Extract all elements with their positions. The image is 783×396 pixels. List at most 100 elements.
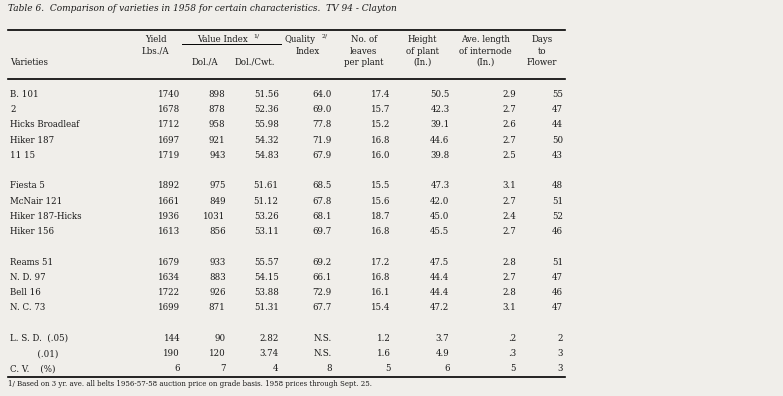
Text: B. 101: B. 101 — [10, 90, 39, 99]
Text: 1722: 1722 — [158, 288, 180, 297]
Text: 898: 898 — [209, 90, 226, 99]
Text: Days: Days — [531, 35, 553, 44]
Text: 3.74: 3.74 — [260, 349, 279, 358]
Text: N. C. 73: N. C. 73 — [10, 303, 45, 312]
Text: 44: 44 — [552, 120, 563, 129]
Text: 883: 883 — [209, 273, 226, 282]
Text: 15.5: 15.5 — [371, 181, 391, 190]
Text: 2.7: 2.7 — [502, 227, 516, 236]
Text: 1719: 1719 — [158, 151, 180, 160]
Text: 5: 5 — [385, 364, 391, 373]
Text: 51.56: 51.56 — [254, 90, 279, 99]
Text: 1678: 1678 — [158, 105, 180, 114]
Text: Table 6.  Comparison of varieties in 1958 for certain characteristics.  TV 94 - : Table 6. Comparison of varieties in 1958… — [8, 4, 396, 13]
Text: .2: .2 — [507, 334, 516, 343]
Text: 48: 48 — [552, 181, 563, 190]
Text: 77.8: 77.8 — [312, 120, 332, 129]
Text: 11 15: 11 15 — [10, 151, 35, 160]
Text: 7: 7 — [220, 364, 226, 373]
Text: 2.7: 2.7 — [502, 273, 516, 282]
Text: 144: 144 — [164, 334, 180, 343]
Text: Bell 16: Bell 16 — [10, 288, 41, 297]
Text: to: to — [538, 47, 546, 55]
Text: 44.4: 44.4 — [430, 288, 449, 297]
Text: 16.1: 16.1 — [371, 288, 391, 297]
Text: 90: 90 — [215, 334, 226, 343]
Text: 1679: 1679 — [158, 258, 180, 267]
Text: 39.1: 39.1 — [430, 120, 449, 129]
Text: 2.82: 2.82 — [259, 334, 279, 343]
Text: Value Index: Value Index — [197, 35, 247, 44]
Text: 71.9: 71.9 — [312, 135, 332, 145]
Text: N.S.: N.S. — [314, 334, 332, 343]
Text: L. S. D.  (.05): L. S. D. (.05) — [10, 334, 68, 343]
Text: Dol./A: Dol./A — [192, 58, 218, 67]
Text: (In.): (In.) — [476, 58, 494, 67]
Text: 943: 943 — [209, 151, 226, 160]
Text: 55.57: 55.57 — [254, 258, 279, 267]
Text: 53.88: 53.88 — [254, 288, 279, 297]
Text: Dol./Cwt.: Dol./Cwt. — [234, 58, 275, 67]
Text: Quality: Quality — [284, 35, 316, 44]
Text: 3.1: 3.1 — [502, 181, 516, 190]
Text: 2.6: 2.6 — [502, 120, 516, 129]
Text: per plant: per plant — [344, 58, 384, 67]
Text: (.01): (.01) — [10, 349, 59, 358]
Text: 51.61: 51.61 — [254, 181, 279, 190]
Text: 51.31: 51.31 — [254, 303, 279, 312]
Text: 871: 871 — [209, 303, 226, 312]
Text: 53.26: 53.26 — [254, 212, 279, 221]
Text: of plant: of plant — [406, 47, 439, 55]
Text: 46: 46 — [552, 288, 563, 297]
Text: 53.11: 53.11 — [254, 227, 279, 236]
Text: 47: 47 — [552, 273, 563, 282]
Text: 52.36: 52.36 — [254, 105, 279, 114]
Text: 46: 46 — [552, 227, 563, 236]
Text: Ave. length: Ave. length — [460, 35, 510, 44]
Text: 47.5: 47.5 — [430, 258, 449, 267]
Text: 67.8: 67.8 — [312, 197, 332, 206]
Text: Yield: Yield — [145, 35, 167, 44]
Text: 1.2: 1.2 — [377, 334, 391, 343]
Text: 2/: 2/ — [322, 33, 328, 38]
Text: 120: 120 — [209, 349, 226, 358]
Text: 68.5: 68.5 — [312, 181, 332, 190]
Text: 8: 8 — [327, 364, 332, 373]
Text: 3.1: 3.1 — [502, 303, 516, 312]
Text: 17.4: 17.4 — [371, 90, 391, 99]
Text: 1613: 1613 — [158, 227, 180, 236]
Text: 1712: 1712 — [158, 120, 180, 129]
Text: .3: .3 — [508, 349, 516, 358]
Text: 1697: 1697 — [158, 135, 180, 145]
Text: Hiker 156: Hiker 156 — [10, 227, 54, 236]
Text: 6: 6 — [444, 364, 449, 373]
Text: 51.12: 51.12 — [254, 197, 279, 206]
Text: 2.8: 2.8 — [502, 288, 516, 297]
Text: 18.7: 18.7 — [371, 212, 391, 221]
Text: 1.6: 1.6 — [377, 349, 391, 358]
Text: 2.5: 2.5 — [502, 151, 516, 160]
Text: 15.4: 15.4 — [371, 303, 391, 312]
Text: 64.0: 64.0 — [312, 90, 332, 99]
Text: 933: 933 — [209, 258, 226, 267]
Text: 975: 975 — [209, 181, 226, 190]
Text: Height: Height — [408, 35, 437, 44]
Text: 55: 55 — [552, 90, 563, 99]
Text: 47: 47 — [552, 105, 563, 114]
Text: 69.2: 69.2 — [312, 258, 332, 267]
Text: 50.5: 50.5 — [430, 90, 449, 99]
Text: 42.3: 42.3 — [431, 105, 449, 114]
Text: 849: 849 — [209, 197, 226, 206]
Text: 15.2: 15.2 — [371, 120, 391, 129]
Text: 1661: 1661 — [158, 197, 180, 206]
Text: 45.5: 45.5 — [430, 227, 449, 236]
Text: 1892: 1892 — [158, 181, 180, 190]
Text: 45.0: 45.0 — [430, 212, 449, 221]
Text: 54.83: 54.83 — [254, 151, 279, 160]
Text: 47: 47 — [552, 303, 563, 312]
Text: 51: 51 — [552, 197, 563, 206]
Text: Index: Index — [296, 47, 319, 55]
Text: 1031: 1031 — [204, 212, 226, 221]
Text: 43: 43 — [552, 151, 563, 160]
Text: No. of: No. of — [351, 35, 377, 44]
